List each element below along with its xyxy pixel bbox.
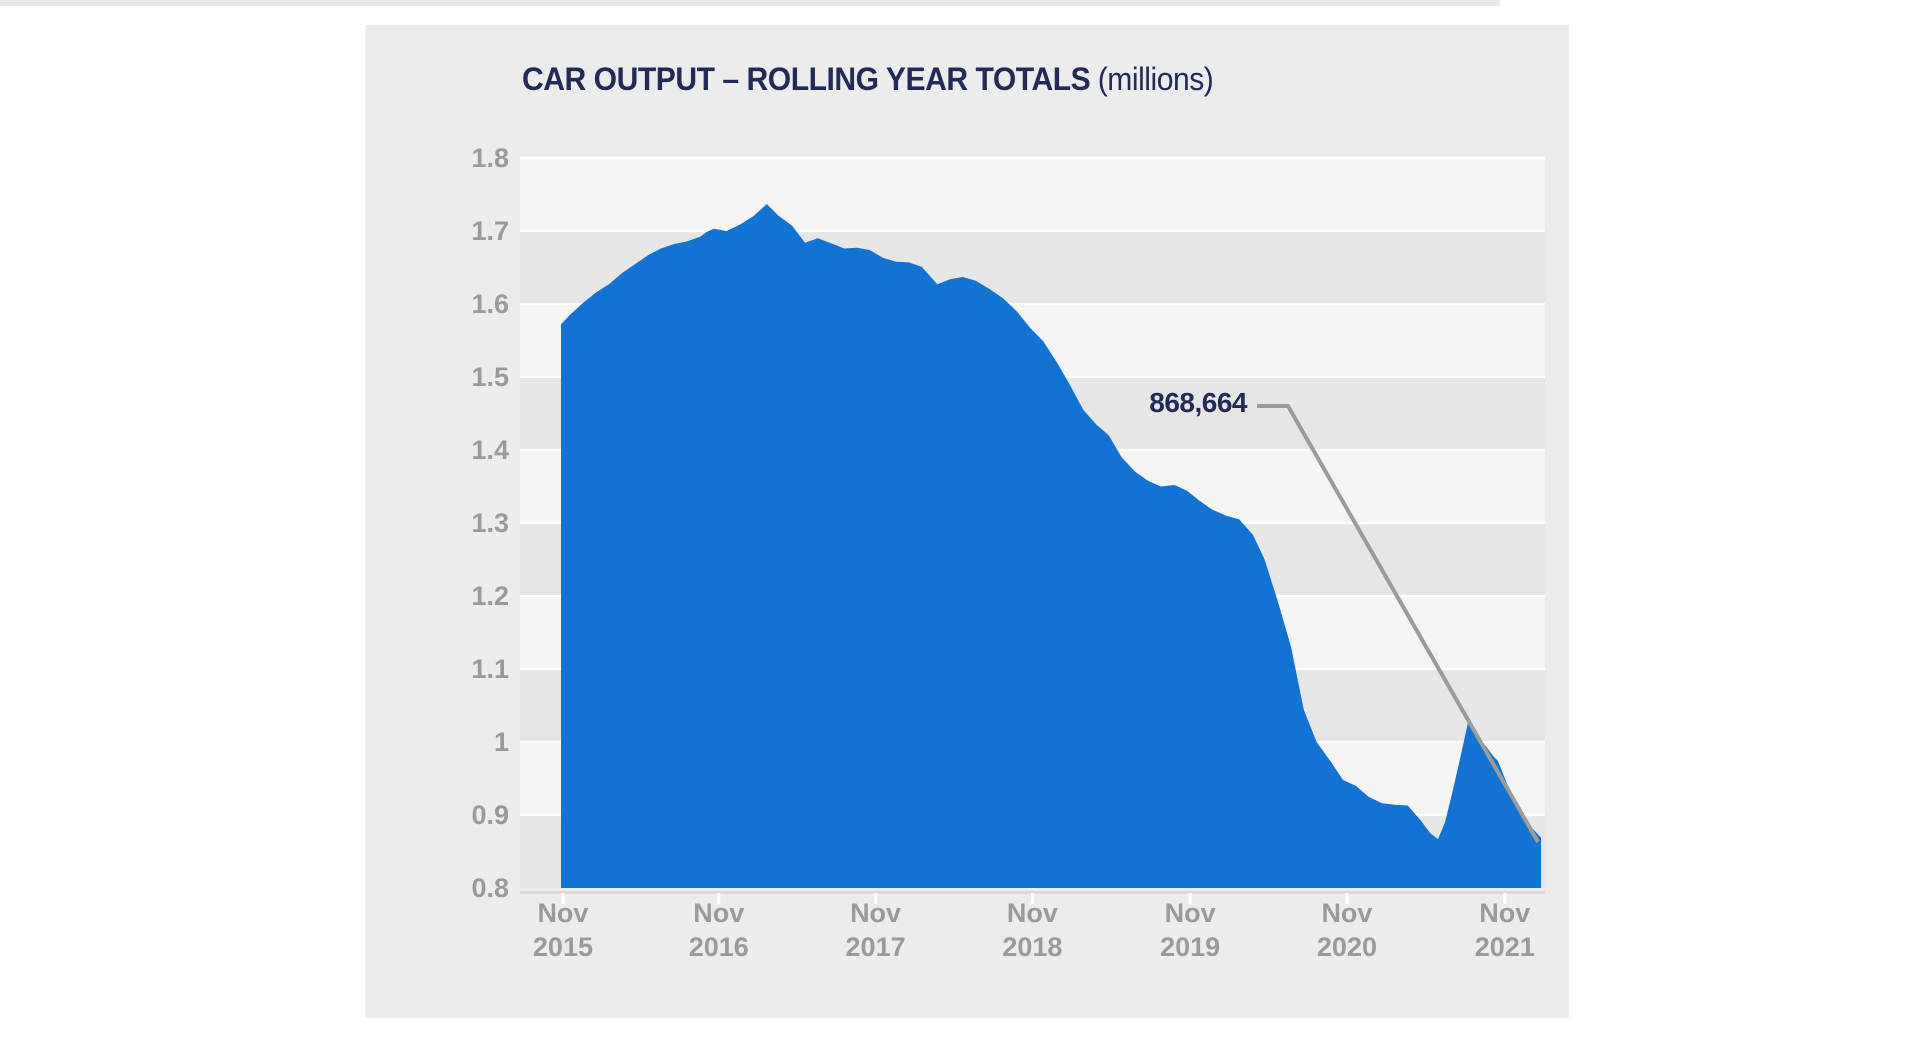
y-tick-label: 1 bbox=[494, 727, 509, 757]
gridline bbox=[520, 156, 1545, 160]
x-tick-label-month: Nov bbox=[537, 898, 588, 928]
gridline bbox=[520, 302, 1545, 306]
annotation-label: 868,664 bbox=[1149, 387, 1248, 418]
x-axis-tick bbox=[1188, 893, 1192, 904]
x-axis-tick bbox=[1345, 893, 1349, 904]
x-axis-tick bbox=[717, 893, 721, 904]
x-tick-label-year: 2015 bbox=[533, 932, 593, 962]
y-tick-label: 0.9 bbox=[471, 800, 509, 830]
x-axis-tick bbox=[874, 893, 878, 904]
x-axis-tick bbox=[1503, 893, 1507, 904]
y-tick-label: 1.4 bbox=[471, 435, 509, 465]
chart-title-unit: (millions) bbox=[1097, 61, 1214, 97]
x-tick-label-month: Nov bbox=[1479, 898, 1530, 928]
x-tick-label-year: 2018 bbox=[1002, 932, 1062, 962]
x-tick-label-month: Nov bbox=[693, 898, 744, 928]
x-tick-label-month: Nov bbox=[1165, 898, 1216, 928]
y-tick-label: 1.8 bbox=[471, 143, 509, 173]
y-tick-label: 1.7 bbox=[471, 216, 509, 246]
x-axis-tick bbox=[561, 893, 565, 904]
y-tick-label: 1.3 bbox=[471, 508, 509, 538]
top-edge-strip bbox=[0, 0, 1500, 6]
chart-title: CAR OUTPUT – ROLLING YEAR TOTALS (million… bbox=[522, 61, 1214, 98]
x-tick-label-month: Nov bbox=[850, 898, 901, 928]
x-axis-tick bbox=[1030, 893, 1034, 904]
x-tick-label-year: 2016 bbox=[689, 932, 749, 962]
y-tick-label: 1.5 bbox=[471, 362, 509, 392]
x-tick-label-year: 2019 bbox=[1160, 932, 1220, 962]
gridline bbox=[520, 229, 1545, 233]
plot-svg: 1.8 1.7 1.6 1.5 1.4 1.3 1.2 1.1 1 0.9 0.8 Nov 2015 No… bbox=[471, 143, 1545, 962]
y-tick-label: 1.2 bbox=[471, 581, 509, 611]
chart-panel: CAR OUTPUT – ROLLING YEAR TOTALS (million… bbox=[365, 25, 1569, 1018]
annotation-callout-line bbox=[1257, 404, 1540, 843]
x-tick-label-year: 2021 bbox=[1475, 932, 1535, 962]
y-tick-label: 1.1 bbox=[471, 654, 509, 684]
plot-band bbox=[520, 158, 1545, 231]
x-tick-label-year: 2020 bbox=[1317, 932, 1377, 962]
y-tick-label: 0.8 bbox=[471, 873, 509, 903]
y-tick-label: 1.6 bbox=[471, 289, 509, 319]
x-tick-label-month: Nov bbox=[1007, 898, 1058, 928]
axis-baseline bbox=[520, 891, 1545, 894]
area-series bbox=[561, 204, 1541, 888]
x-tick-label-year: 2017 bbox=[846, 932, 906, 962]
chart-title-text: CAR OUTPUT – ROLLING YEAR TOTALS bbox=[522, 61, 1091, 97]
x-tick-label-month: Nov bbox=[1321, 898, 1372, 928]
